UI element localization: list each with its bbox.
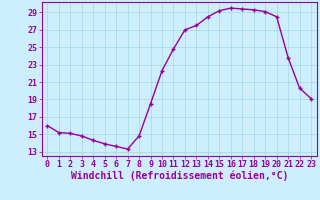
X-axis label: Windchill (Refroidissement éolien,°C): Windchill (Refroidissement éolien,°C) [70, 171, 288, 181]
